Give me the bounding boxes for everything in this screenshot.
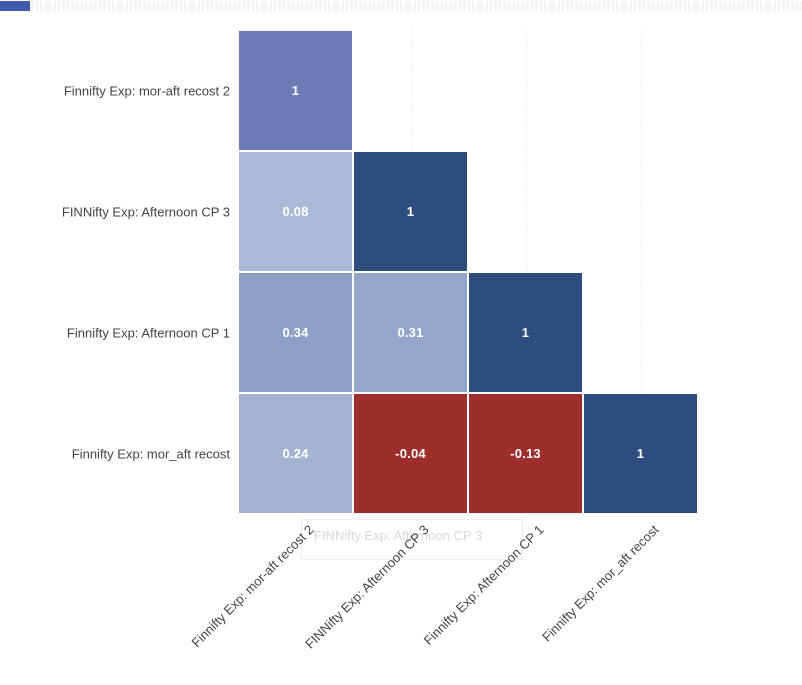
x-axis-label: Finnifty Exp: mor_aft recost (538, 522, 662, 645)
hover-tooltip: FINNifty Exp: Afternoon CP 3 (301, 519, 523, 560)
heatmap-cell[interactable]: -0.13 (468, 393, 583, 514)
gridline (640, 30, 642, 393)
heatmap-cell[interactable]: -0.04 (353, 393, 468, 514)
cell-value: -0.13 (510, 446, 541, 461)
cell-value: 0.24 (282, 446, 309, 461)
heatmap-cell[interactable]: 0.34 (238, 272, 353, 393)
gridline (525, 30, 527, 272)
cell-value: 1 (291, 83, 300, 98)
cell-value: 1 (636, 446, 645, 461)
y-axis-label: FINNifty Exp: Afternoon CP 3 (61, 204, 230, 219)
cell-value: 0.34 (282, 325, 309, 340)
loading-bar-track (0, 1, 802, 11)
y-axis-label: Finnifty Exp: mor_aft recost (71, 446, 230, 461)
cell-value: -0.04 (395, 446, 426, 461)
heatmap-cell[interactable]: 0.24 (238, 393, 353, 514)
y-axis-label: Finnifty Exp: Afternoon CP 1 (66, 325, 230, 340)
y-axis-label: Finnifty Exp: mor-aft recost 2 (63, 83, 230, 98)
cell-value: 1 (406, 204, 415, 219)
cell-value: 0.31 (397, 325, 424, 340)
loading-bar-fill (0, 1, 30, 11)
heatmap-cell[interactable]: 1 (238, 30, 353, 151)
heatmap-cell[interactable]: 0.08 (238, 151, 353, 272)
cell-value: 0.08 (282, 204, 309, 219)
gridline (410, 30, 412, 151)
x-axis-label: Finnifty Exp: mor-aft recost 2 (187, 522, 317, 651)
heatmap-cell[interactable]: 1 (468, 272, 583, 393)
cell-value: 1 (521, 325, 530, 340)
hover-tooltip-text: FINNifty Exp: Afternoon CP 3 (314, 528, 483, 543)
heatmap-cell[interactable]: 1 (353, 151, 468, 272)
heatmap-cell[interactable]: 1 (583, 393, 698, 514)
heatmap-cell[interactable]: 0.31 (353, 272, 468, 393)
